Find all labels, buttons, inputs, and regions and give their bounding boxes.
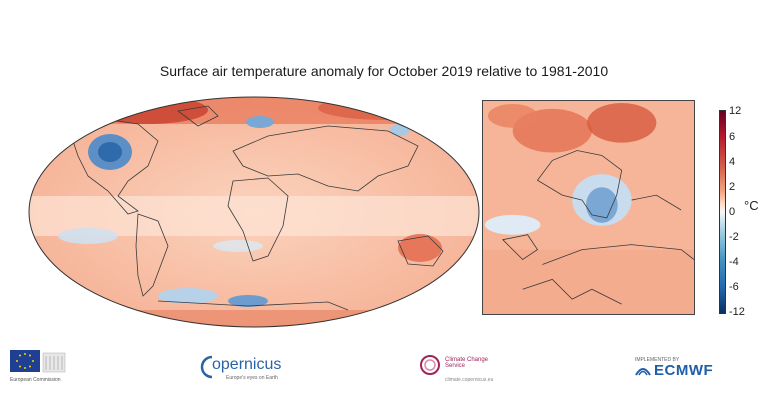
c3s-logo-icon (420, 355, 440, 375)
colorbar-tick-label: -2 (729, 231, 739, 243)
colorbar-tick-label: 12 (729, 105, 742, 117)
c3s-wordmark: Climate Change Service (445, 357, 489, 369)
map-title: Surface air temperature anomaly for Octo… (159, 63, 609, 79)
europe-inset-map (482, 100, 695, 315)
colorbar-tick-label: -12 (729, 306, 745, 318)
colorbar-tick-label: 6 (729, 131, 736, 143)
ecmwf-logo-icon (635, 368, 651, 376)
ecmwf-wordmark: ECMWF (654, 362, 714, 379)
colorbar-tick-label: 0 (729, 206, 736, 218)
eu-logo-text: European Commission (10, 377, 61, 383)
copernicus-tagline: Europe's eyes on Earth (226, 375, 278, 381)
ecmwf-prefix: IMPLEMENTED BY (635, 357, 680, 363)
colorbar-tick-label: -4 (729, 256, 739, 268)
colorbar (719, 110, 726, 314)
c3s-url: climate.copernicus.eu (445, 377, 494, 383)
colorbar-tick-label: -6 (729, 281, 739, 293)
colorbar-unit: °C (744, 198, 759, 213)
colorbar-tick-label: 4 (729, 156, 736, 168)
colorbar-tick-label: 2 (729, 181, 736, 193)
copernicus-logo-icon (200, 355, 213, 379)
global-anomaly-map (28, 96, 480, 328)
copernicus-wordmark: opernicus (212, 356, 282, 373)
eu-flag-icon (10, 350, 66, 373)
